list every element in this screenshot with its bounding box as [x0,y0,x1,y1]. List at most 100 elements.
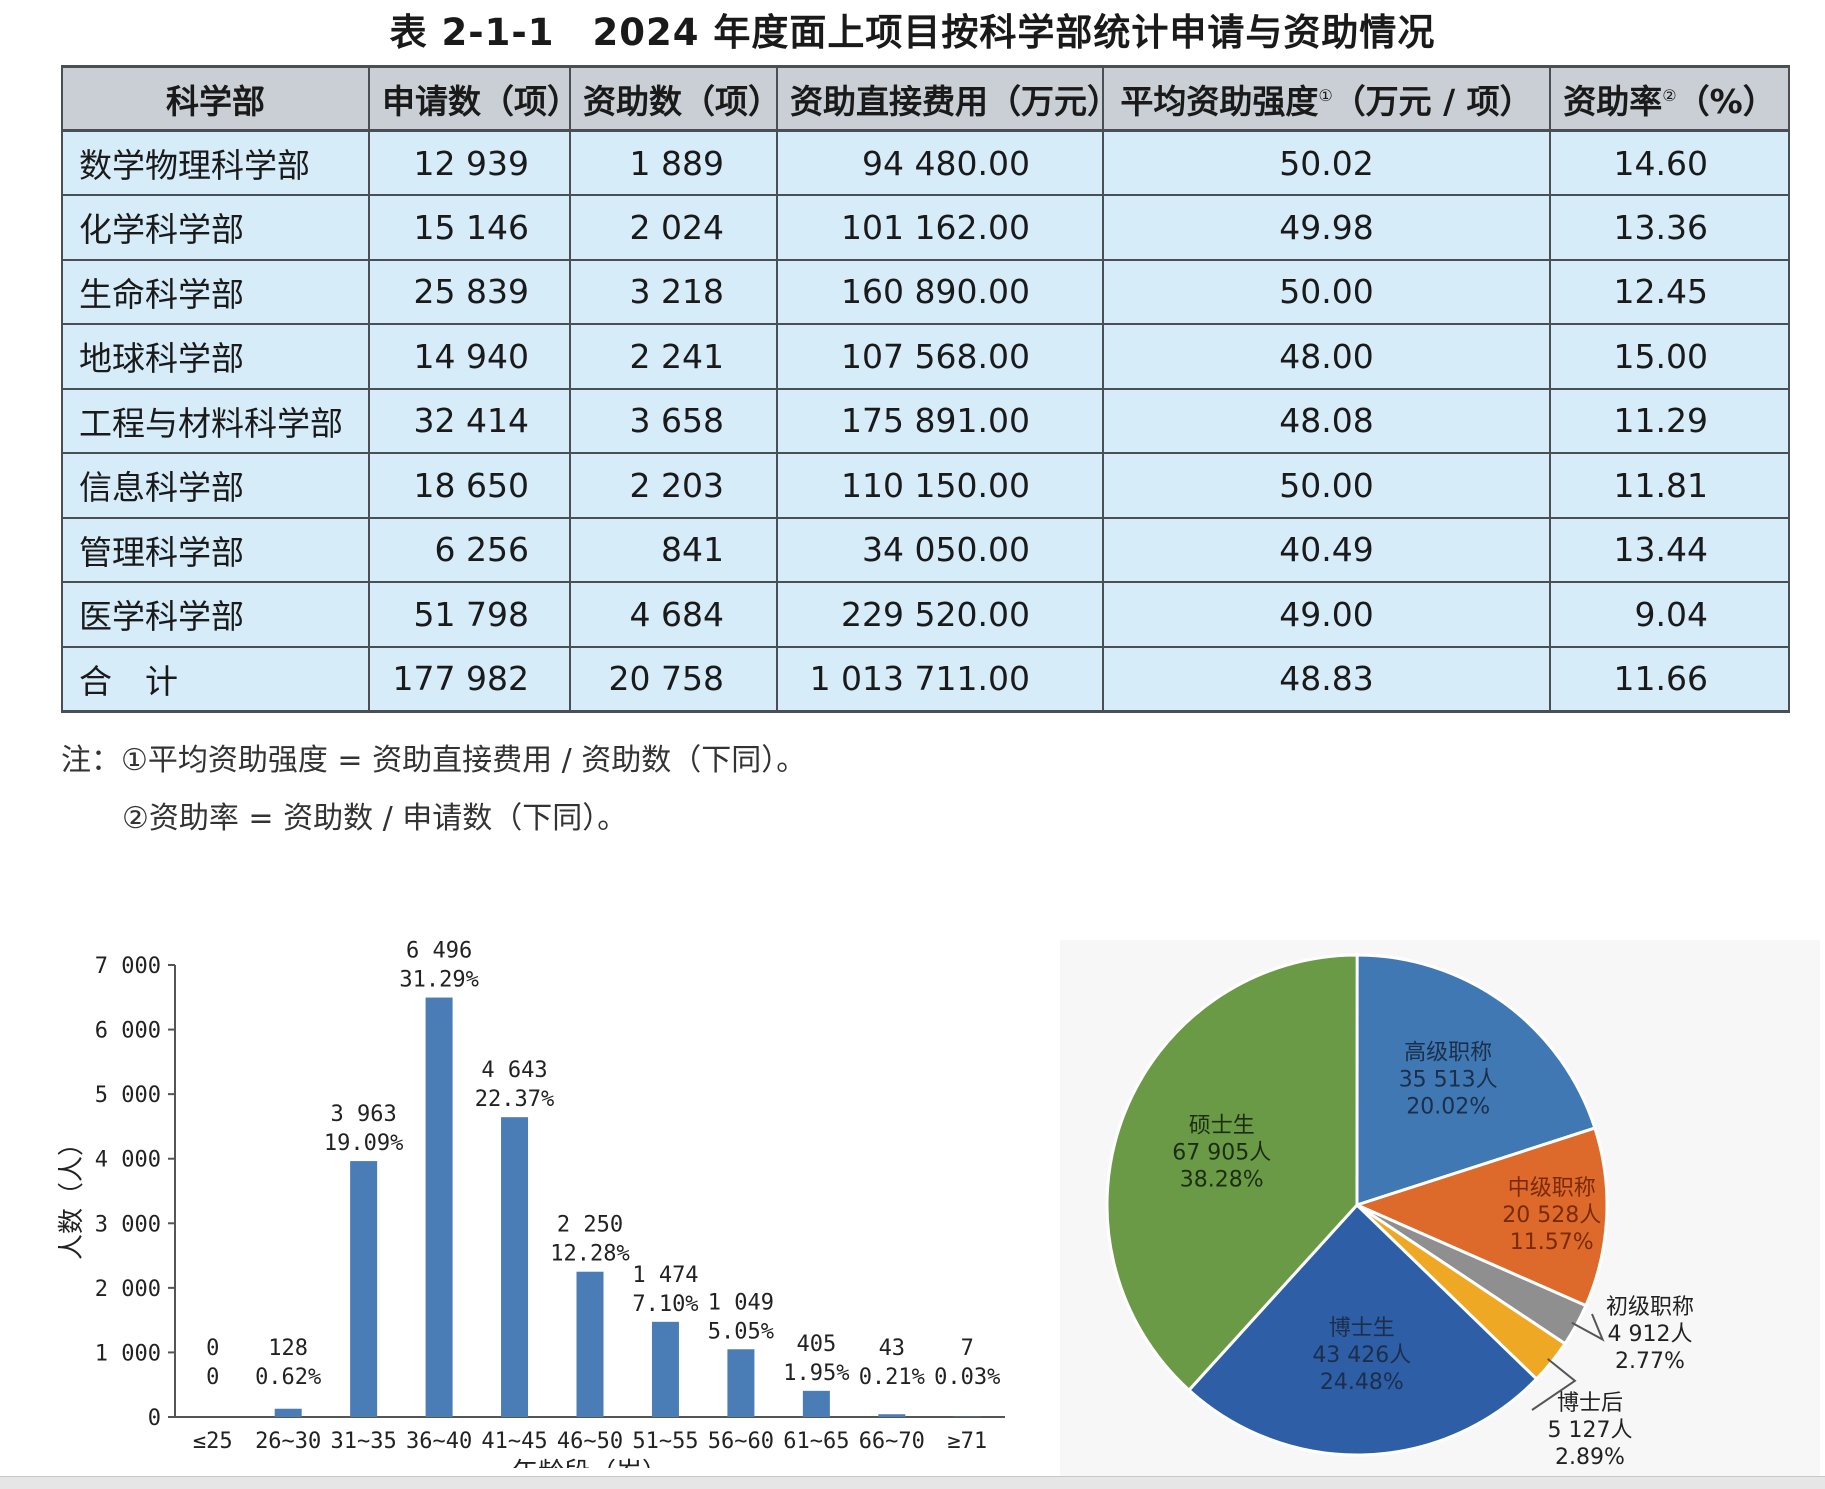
bar [426,998,453,1417]
cell-dept: 地球科学部 [62,324,369,389]
cell-direct-cost: 160 890.00 [777,260,1103,325]
cell-total-funded: 20 758 [570,647,777,712]
y-tick-label: 1 000 [95,1341,161,1366]
bar-value-label: 128 [268,1336,308,1361]
cell-funding-rate: 11.81 [1550,453,1789,518]
cell-funded: 841 [570,518,777,583]
header-applications: 申请数（项） [369,67,570,131]
bar [350,1161,377,1417]
bar [275,1409,302,1417]
cell-applications: 14 940 [369,324,570,389]
x-tick-label: 26~30 [255,1429,321,1454]
y-tick-label: 7 000 [95,954,161,979]
pie-slice-label: 博士生 [1329,1316,1395,1341]
pie-slice-label: 初级职称 [1606,1295,1694,1320]
header-avg-label: 平均资助强度 [1120,82,1318,121]
cell-applications: 6 256 [369,518,570,583]
cell-applications: 12 939 [369,131,570,196]
x-tick-label: 46~50 [557,1429,623,1454]
table-title: 表 2-1-1 2024 年度面上项目按科学部统计申请与资助情况 [0,2,1825,56]
cell-total-funding-rate: 11.66 [1550,647,1789,712]
table-row: 地球科学部 14 940 2 241 107 568.00 48.00 15.0… [62,324,1789,389]
bar-percent-label: 31.29% [399,968,478,993]
bar-value-label: 2 250 [557,1213,623,1238]
pie-slice-label: 5 127人 [1548,1418,1633,1443]
pie-slice-label: 硕士生 [1189,1114,1255,1139]
window-bottom-edge [0,1476,1825,1489]
y-tick-label: 2 000 [95,1277,161,1302]
bar [577,1272,604,1417]
x-tick-label: ≤25 [193,1429,233,1454]
x-tick-label: 36~40 [406,1429,472,1454]
cell-dept: 化学科学部 [62,195,369,260]
bar-percent-label: 0.21% [859,1365,925,1390]
y-axis-label: 人数（人） [57,1130,87,1260]
y-tick-label: 4 000 [95,1148,161,1173]
bar-percent-label: 0.62% [255,1365,321,1390]
cell-avg-intensity: 49.98 [1103,195,1550,260]
x-tick-label: 51~55 [632,1429,698,1454]
footnote-2: ②资助率 = 资助数 / 申请数（下同）。 [122,793,627,837]
cell-avg-intensity: 50.00 [1103,453,1550,518]
cell-avg-intensity: 48.08 [1103,389,1550,454]
bar-percent-label: 22.37% [475,1087,554,1112]
bar-percent-label: 19.09% [324,1131,403,1156]
cell-avg-intensity: 40.49 [1103,518,1550,583]
cell-total-avg-intensity: 48.83 [1103,647,1550,712]
cell-direct-cost: 110 150.00 [777,453,1103,518]
bar-percent-label: 5.05% [708,1319,774,1344]
bar-percent-label: 0.03% [934,1365,1000,1390]
bar-value-label: 405 [796,1332,836,1357]
header-funded: 资助数（项） [570,67,777,131]
bar [501,1117,528,1417]
y-tick-label: 5 000 [95,1083,161,1108]
cell-funded: 1 889 [570,131,777,196]
cell-dept: 数学物理科学部 [62,131,369,196]
cell-funded: 2 241 [570,324,777,389]
pie-slice-label: 43 426人 [1312,1343,1411,1368]
footnote-1: 注：①平均资助强度 = 资助直接费用 / 资助数（下同）。 [61,735,806,779]
bar-value-label: 43 [879,1336,906,1361]
cell-funding-rate: 9.04 [1550,582,1789,647]
cell-funded: 4 684 [570,582,777,647]
cell-avg-intensity: 48.00 [1103,324,1550,389]
pie-slice-label: 20 528人 [1502,1203,1601,1228]
cell-total-direct-cost: 1 013 711.00 [777,647,1103,712]
cell-applications: 32 414 [369,389,570,454]
header-funding-rate: 资助率②（%） [1550,67,1789,131]
table-header-row: 科学部 申请数（项） 资助数（项） 资助直接费用（万元） 平均资助强度①（万元 … [62,67,1789,131]
cell-direct-cost: 34 050.00 [777,518,1103,583]
header-rate-footnote-mark: ② [1662,86,1676,105]
bar [803,1391,830,1417]
bar-value-label: 1 474 [632,1263,698,1288]
cell-funded: 3 658 [570,389,777,454]
cell-funding-rate: 11.29 [1550,389,1789,454]
table-row: 医学科学部 51 798 4 684 229 520.00 49.00 9.04 [62,582,1789,647]
bar-value-label: 7 [961,1336,974,1361]
pie-slice-label: 11.57% [1510,1230,1594,1255]
table-row: 信息科学部 18 650 2 203 110 150.00 50.00 11.8… [62,453,1789,518]
x-tick-label: 41~45 [481,1429,547,1454]
y-tick-label: 0 [148,1406,161,1431]
bar-percent-label: 12.28% [550,1242,629,1267]
funding-table: 科学部 申请数（项） 资助数（项） 资助直接费用（万元） 平均资助强度①（万元 … [61,65,1790,713]
bar-value-label: 4 643 [481,1058,547,1083]
table-total-row: 合 计 177 982 20 758 1 013 711.00 48.83 11… [62,647,1789,712]
cell-avg-intensity: 50.00 [1103,260,1550,325]
cell-avg-intensity: 49.00 [1103,582,1550,647]
pie-slice-label: 24.48% [1320,1370,1404,1395]
cell-applications: 51 798 [369,582,570,647]
table-row: 生命科学部 25 839 3 218 160 890.00 50.00 12.4… [62,260,1789,325]
table-row: 管理科学部 6 256 841 34 050.00 40.49 13.44 [62,518,1789,583]
pie-slice-label: 20.02% [1406,1095,1490,1120]
header-avg-footnote-mark: ① [1318,86,1332,105]
cell-total-applications: 177 982 [369,647,570,712]
bar [878,1414,905,1417]
cell-funding-rate: 15.00 [1550,324,1789,389]
cell-direct-cost: 107 568.00 [777,324,1103,389]
y-tick-label: 3 000 [95,1212,161,1237]
x-tick-label: 31~35 [331,1429,397,1454]
bar-value-label: 0 [206,1336,219,1361]
bar-value-label: 1 049 [708,1290,774,1315]
pie-slice-label: 2.77% [1615,1349,1685,1374]
